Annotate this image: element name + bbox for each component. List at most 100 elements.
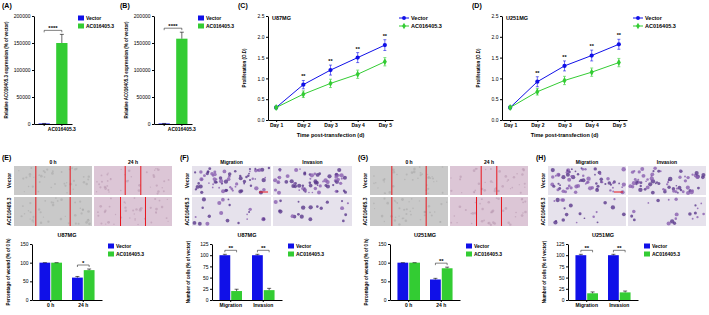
cell-texture (80, 207, 82, 209)
tick-label: 150 (378, 241, 387, 247)
tick-label: 200000 (134, 13, 151, 19)
stained-cell (312, 192, 314, 194)
tick-label: 0 (148, 121, 151, 127)
significance-label: **** (48, 25, 58, 31)
cell-texture (73, 180, 75, 182)
stained-cell (308, 192, 310, 194)
cell-texture (138, 189, 141, 192)
line (276, 62, 385, 108)
legend-label: AC016405.3 (296, 251, 324, 257)
stained-cell (195, 188, 197, 190)
cell-texture (523, 169, 525, 171)
stained-cell (582, 168, 585, 171)
bar (252, 255, 263, 300)
stained-cell (700, 203, 702, 205)
stained-cell (622, 213, 626, 217)
significance-label: ** (228, 245, 233, 251)
y-tick: 100000 (14, 67, 34, 73)
stained-cell (224, 189, 227, 192)
stained-cell (341, 200, 343, 202)
cell-texture (410, 214, 412, 216)
axis-line (268, 17, 269, 121)
micrograph (370, 197, 448, 226)
y-tick: 50 (23, 278, 32, 284)
cell-texture (513, 176, 515, 178)
stained-cell (570, 186, 573, 189)
legend: VectorAC016405.3 (633, 15, 676, 29)
stained-cell (603, 201, 607, 205)
cell-texture (471, 223, 473, 225)
cell-texture (44, 200, 46, 202)
cell-texture (521, 214, 524, 217)
stained-cell (254, 169, 258, 173)
cell-texture (40, 222, 42, 224)
tick-label: 50000 (137, 94, 151, 100)
tick-label: Day 5 (613, 122, 627, 128)
tick-mark (210, 289, 212, 290)
legend: VectorAC016405.3 (644, 243, 680, 257)
legend-swatch (402, 23, 406, 29)
stained-cell (309, 184, 313, 188)
cell-texture (161, 187, 163, 189)
y-tick: 150000 (134, 40, 154, 46)
tick-label: 2.0 (258, 34, 265, 40)
x-tick: Day 5 (379, 120, 393, 128)
stained-cell (278, 168, 281, 171)
stained-cell (319, 184, 322, 187)
stained-cell (637, 179, 639, 181)
stained-cell (279, 170, 281, 172)
x-tick: AC016405.3 (48, 124, 76, 132)
tick-mark (152, 43, 154, 44)
scale-bar (614, 192, 623, 193)
stained-cell (696, 175, 700, 179)
stained-cell (569, 203, 573, 207)
error-bar (617, 39, 620, 49)
stained-cell (612, 182, 614, 184)
micrograph (14, 197, 92, 226)
stained-cell (196, 185, 200, 189)
wound-edge (120, 197, 121, 226)
cell-texture (450, 177, 451, 178)
stained-cell (218, 187, 220, 189)
y-tick: 100 (20, 260, 32, 266)
cell-texture (411, 171, 413, 173)
stained-cell (317, 191, 321, 195)
cell-texture (97, 211, 99, 213)
cell-texture (429, 211, 431, 213)
stained-cell (656, 199, 660, 203)
x-tick: AC016405.3 (168, 124, 196, 132)
tick-label: Invasion (609, 302, 629, 308)
cell-texture (32, 186, 34, 188)
cell-texture (110, 178, 111, 179)
stained-cell (668, 177, 672, 181)
micrograph (192, 166, 271, 195)
stained-cell (571, 168, 573, 170)
stained-cell (651, 191, 655, 195)
error-bar (445, 267, 449, 268)
legend: VectorAC016405.3 (466, 243, 502, 257)
error-bar (329, 79, 332, 87)
stained-cell (557, 183, 559, 185)
micrograph (370, 166, 448, 195)
stained-cell (235, 186, 237, 188)
cell-texture (124, 206, 126, 208)
axis-line (391, 300, 461, 301)
tick-label: Day 4 (352, 122, 366, 128)
x-tick: Day 5 (613, 120, 627, 128)
stained-cell (566, 187, 569, 190)
stained-cell (585, 183, 587, 185)
cell-texture (411, 198, 413, 200)
bar (51, 263, 62, 300)
marker (356, 71, 360, 78)
significance-label: ** (383, 33, 388, 39)
tick-label: Day 4 (586, 122, 600, 128)
stained-cell (612, 187, 614, 189)
tick-label: 24 h (78, 302, 88, 308)
column-label: 24 h (484, 159, 494, 165)
micrograph (548, 166, 626, 195)
legend-label: AC016405.3 (86, 23, 114, 29)
legend-label: AC016405.3 (206, 23, 234, 29)
tick-label: Day 2 (297, 122, 311, 128)
stained-cell (195, 216, 197, 218)
wound-edge (70, 166, 71, 195)
